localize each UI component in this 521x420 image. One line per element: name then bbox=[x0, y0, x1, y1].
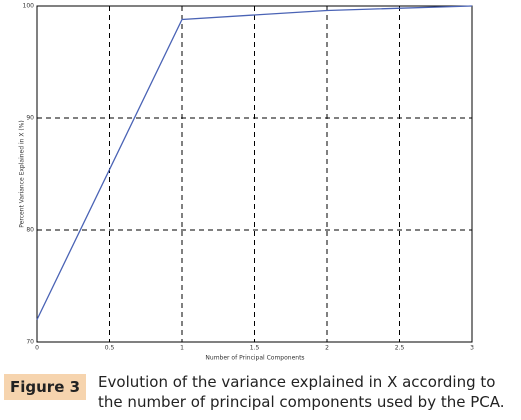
x-tick-label: 2 bbox=[325, 345, 329, 352]
chart: Number of Principal Components Percent V… bbox=[19, 3, 475, 362]
y-tick-label: 70 bbox=[26, 339, 34, 346]
x-tick-label: 3 bbox=[470, 345, 474, 352]
x-axis-label: Number of Principal Components bbox=[205, 355, 304, 362]
y-tick-label: 80 bbox=[26, 227, 34, 234]
x-tick-label: 1.5 bbox=[250, 345, 260, 352]
y-axis-label: Percent Variance Explained in X (%) bbox=[19, 120, 26, 227]
plot-frame bbox=[36, 5, 473, 343]
y-tick-label: 100 bbox=[23, 3, 35, 10]
x-tick-label: 1 bbox=[180, 345, 184, 352]
x-tick-label: 0 bbox=[35, 345, 39, 352]
caption-text: Evolution of the variance explained in X… bbox=[98, 373, 505, 411]
x-tick-label: 0.5 bbox=[105, 345, 115, 352]
caption-label: Figure 3 bbox=[4, 374, 87, 400]
x-tick-label: 2.5 bbox=[395, 345, 405, 352]
data-line bbox=[36, 5, 473, 320]
y-tick-label: 90 bbox=[26, 115, 34, 122]
caption: Figure 3 Evolution of the variance expla… bbox=[0, 372, 521, 412]
